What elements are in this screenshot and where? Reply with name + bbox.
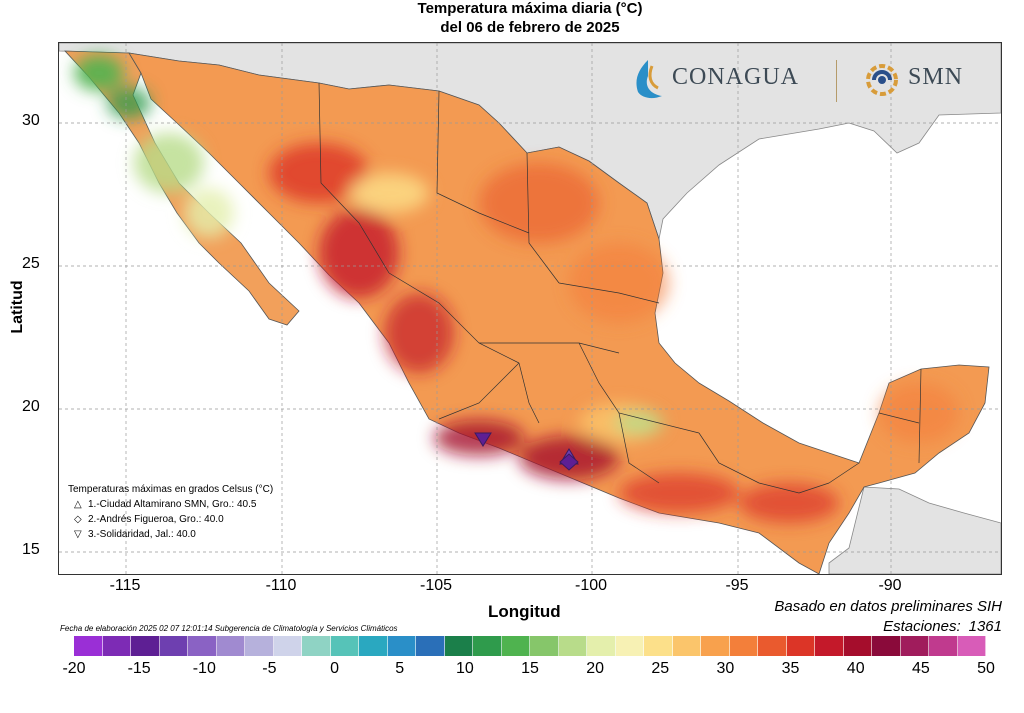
smn-emblem-icon <box>866 64 898 96</box>
colorbar-tick-label: -20 <box>62 660 86 677</box>
legend-entry-text: 2.-Andrés Figueroa, Gro.: 40.0 <box>88 514 224 525</box>
colorbar-segment <box>444 636 473 656</box>
station-2-marker <box>559 453 579 471</box>
colorbar-segment <box>701 636 730 656</box>
colorbar-tick-label: 5 <box>395 660 405 677</box>
y-tick-label: 15 <box>22 541 40 558</box>
colorbar-segment <box>245 636 274 656</box>
colorbar-segment <box>473 636 502 656</box>
x-tick-label: -100 <box>574 577 608 594</box>
colorbar-segment <box>102 636 131 656</box>
colorbar-segment <box>872 636 901 656</box>
colorbar-tick-label: 35 <box>781 660 800 677</box>
colorbar-segment <box>558 636 587 656</box>
colorbar-segment <box>273 636 302 656</box>
colorbar-tick-label: 50 <box>977 660 995 677</box>
smn-wordmark: SMN <box>908 64 964 90</box>
x-tick-label: -110 <box>265 577 297 594</box>
triangle-up-icon: △ <box>74 499 82 510</box>
colorbar-segment <box>900 636 929 656</box>
y-axis-label: Latitud <box>9 280 26 334</box>
triangle-down-icon: ▽ <box>74 529 82 540</box>
colorbar-segment <box>416 636 445 656</box>
state-boundaries <box>318 82 922 494</box>
map-date-subtitle: del 06 de febrero de 2025 <box>440 19 620 36</box>
colorbar-segment <box>929 636 958 656</box>
generation-footnote: Fecha de elaboración 2025 02 07 12:01:14… <box>60 624 398 633</box>
colorbar-segment <box>131 636 160 656</box>
colorbar-tick-label: 0 <box>330 660 340 677</box>
colorbar-tick-label: -15 <box>127 660 151 677</box>
colorbar-segment <box>302 636 331 656</box>
x-axis-label: Longitud <box>488 602 561 621</box>
colorbar-segment <box>330 636 359 656</box>
legend-entry: △ 1.-Ciudad Altamirano SMN, Gro.: 40.5 <box>68 497 273 512</box>
x-tick-label: -105 <box>419 577 453 594</box>
colorbar-segment <box>501 636 530 656</box>
legend-entry-text: 3.-Solidaridad, Jal.: 40.0 <box>88 529 196 540</box>
colorbar-tick-label: 45 <box>911 660 930 677</box>
conagua-emblem-icon <box>636 60 662 99</box>
colorbar-segment <box>786 636 815 656</box>
colorbar-segment <box>644 636 673 656</box>
colorbar-tick-label: 15 <box>521 660 539 677</box>
colorbar-segment <box>672 636 701 656</box>
smn-logo: SMN <box>860 58 962 102</box>
station-3-marker <box>474 432 492 447</box>
conagua-logo: CONAGUA <box>628 58 798 102</box>
station-count: Estaciones: 1361 <box>883 618 1002 635</box>
legend-entry: ▽ 3.-Solidaridad, Jal.: 40.0 <box>68 527 273 542</box>
colorbar-segment <box>387 636 416 656</box>
colorbar-segment <box>957 636 986 656</box>
colorbar-segment <box>615 636 644 656</box>
colorbar-segment <box>216 636 245 656</box>
colorbar-segment <box>159 636 188 656</box>
map-svg <box>59 43 1001 574</box>
colorbar-segment <box>843 636 872 656</box>
colorbar-segment <box>74 636 103 656</box>
colorbar-segment <box>359 636 388 656</box>
x-tick-label: -115 <box>109 577 141 594</box>
colorbar-tick-label: 30 <box>716 660 735 677</box>
logo-divider <box>836 60 837 102</box>
station-markers <box>474 432 579 471</box>
map-title: Temperatura máxima diaria (°C) <box>417 0 643 17</box>
temperature-colorbar <box>74 636 986 656</box>
colorbar-segment <box>587 636 616 656</box>
colorbar-segment <box>188 636 217 656</box>
colorbar-tick-label: -10 <box>192 660 216 677</box>
station-legend: Temperaturas máximas en grados Celsus (°… <box>68 482 273 542</box>
legend-title: Temperaturas máximas en grados Celsus (°… <box>68 484 274 495</box>
legend-entry-text: 1.-Ciudad Altamirano SMN, Gro.: 40.5 <box>88 499 257 510</box>
conagua-wordmark: CONAGUA <box>672 64 799 90</box>
graticule <box>59 43 1001 574</box>
colorbar-segment <box>758 636 787 656</box>
colorbar-tick-label: 10 <box>455 660 474 677</box>
station-count-label: Estaciones: <box>883 618 961 635</box>
legend-entry: ◇ 2.-Andrés Figueroa, Gro.: 40.0 <box>68 512 273 527</box>
y-tick-label: 20 <box>22 398 40 415</box>
colorbar-tick-label: 20 <box>586 660 605 677</box>
colorbar-ticks: -20 -15 -10 -5 0 5 10 15 20 25 30 35 40 45 50 <box>0 660 1024 682</box>
data-source-note: Basado en datos preliminares SIH <box>774 598 1002 615</box>
colorbar-segment <box>530 636 559 656</box>
x-tick-label: -90 <box>878 577 902 594</box>
colorbar-tick-label: 40 <box>846 660 865 677</box>
colorbar-tick-label: -5 <box>262 660 277 677</box>
colorbar-segment <box>729 636 758 656</box>
y-tick-label: 25 <box>22 255 40 272</box>
colorbar-tick-label: 25 <box>651 660 670 677</box>
y-tick-label: 30 <box>22 112 40 129</box>
colorbar-segment <box>815 636 844 656</box>
temperature-map <box>58 42 1002 575</box>
x-tick-label: -95 <box>725 577 749 594</box>
station-count-value: 1361 <box>968 618 1002 635</box>
diamond-icon: ◇ <box>74 514 82 525</box>
